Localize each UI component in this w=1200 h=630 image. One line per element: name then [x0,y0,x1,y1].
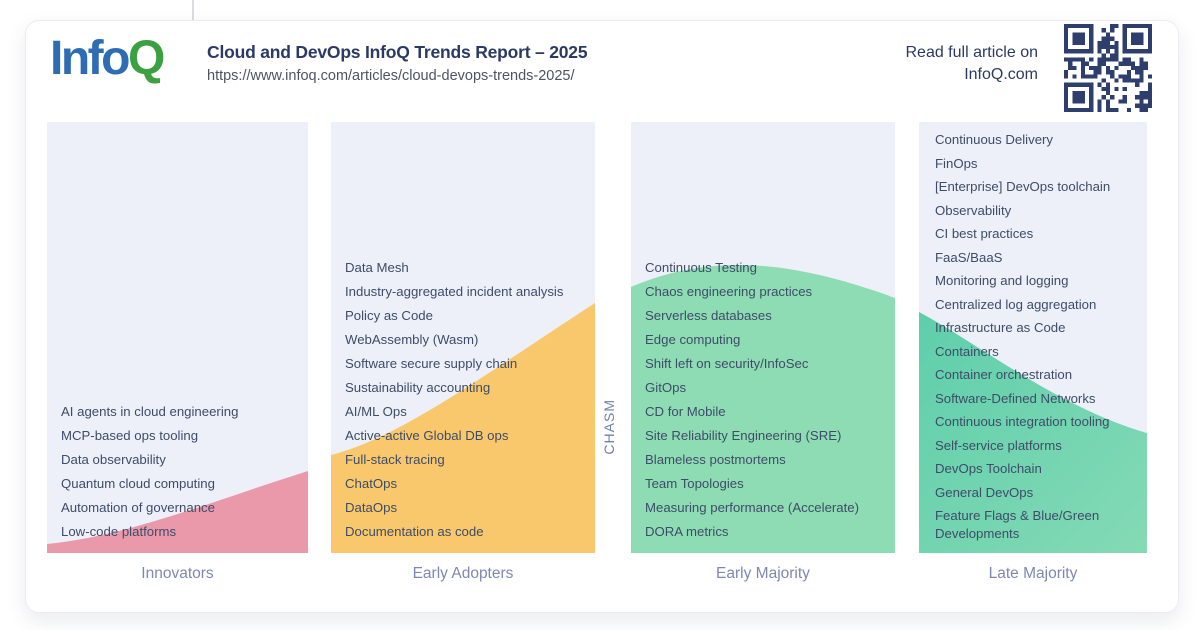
trend-item: Container orchestration [935,367,1073,382]
trend-list-late-majority: Continuous Delivery FinOps [Enterprise] De… [919,122,1147,553]
trend-item: Low-code platforms [61,524,177,539]
adoption-column-late-majority: Continuous Delivery FinOps [Enterprise] De… [919,122,1147,553]
infoq-logo-info: Info [50,32,130,85]
trend-item: Continuous integration tooling [935,414,1110,429]
adoption-column-early-majority: Continuous Testing Chaos engineering prac… [631,122,895,553]
trend-item: Quantum cloud computing [61,476,215,491]
trend-item: Industry-aggregated incident analysis [345,284,564,299]
trend-item: Blameless postmortems [645,452,786,467]
late-majority-wave [919,312,1147,553]
trend-item: DORA metrics [645,524,729,539]
trend-item: Containers [935,343,999,359]
trend-item: Software secure supply chain [345,356,518,371]
trend-item: FinOps [935,155,978,171]
column-label-innovators: Innovators [141,565,214,582]
trend-list-early-adopters: Data Mesh Industry-aggregated incident an… [331,122,595,553]
read-article-text: Read full article on InfoQ.com [905,42,1038,86]
trend-item: Full-stack tracing [345,452,445,467]
trend-item: [Enterprise] DevOps toolchain [935,179,1111,194]
column-label-late-majority: Late Majority [988,565,1078,582]
trend-item: Monitoring and logging [935,273,1069,288]
trend-item: Site Reliability Engineering (SRE) [645,428,842,443]
trend-item: FaaS/BaaS [935,249,1003,265]
report-url: https://www.infoq.com/articles/cloud-dev… [207,68,575,84]
trend-item: Feature Flags & Blue/Green Developments [935,508,1100,541]
trend-item: Documentation as code [345,524,484,539]
trend-item: WebAssembly (Wasm) [345,332,479,347]
trend-item: Measuring performance (Accelerate) [645,500,860,515]
trend-item: ChatOps [345,476,398,491]
trend-item: Serverless databases [645,308,772,323]
trend-item: CD for Mobile [645,404,726,419]
trend-item: Policy as Code [345,308,433,323]
read-article-line2: InfoQ.com [964,66,1038,83]
trend-item: MCP-based ops tooling [61,428,199,443]
trend-item: Sustainability accounting [345,380,491,395]
adoption-column-innovators: AI agents in cloud engineering MCP-based … [47,122,308,553]
trend-item: Observability [935,202,1012,218]
chasm-label: CHASM [601,399,617,455]
trend-item: GitOps [645,380,687,395]
trend-list-innovators: AI agents in cloud engineering MCP-based … [47,122,308,553]
column-label-early-majority: Early Majority [716,565,810,582]
trend-item: Automation of governance [61,500,215,515]
trend-list-early-majority: Continuous Testing Chaos engineering prac… [631,122,895,553]
trend-item: General DevOps [935,484,1034,500]
innovators-wave [47,471,308,553]
trend-item: Data Mesh [345,260,409,275]
trend-item: Chaos engineering practices [645,284,813,299]
trend-item: Software-Defined Networks [935,390,1096,406]
trend-item: DataOps [345,500,398,515]
column-label-early-adopters: Early Adopters [412,565,514,582]
trend-item: Data observability [61,452,166,467]
trend-item: Self-service platforms [935,437,1062,453]
trend-item: Shift left on security/InfoSec [645,356,809,371]
trend-item: Edge computing [645,332,741,347]
adoption-column-early-adopters: Data Mesh Industry-aggregated incident an… [331,122,595,553]
trend-item: Infrastructure as Code [935,320,1066,335]
trend-item: Centralized log aggregation [935,296,1097,312]
infoq-logo: InfoQ [50,30,165,88]
early-majority-wave [631,265,895,553]
trend-item: AI/ML Ops [345,404,407,419]
trend-item: Continuous Testing [645,260,757,275]
trend-item: AI agents in cloud engineering [61,404,239,419]
trend-item: Team Topologies [645,476,744,491]
infoq-logo-q: Q [127,32,165,85]
trend-item: DevOps Toolchain [935,461,1042,476]
qr-code [1064,24,1152,112]
trend-item: Continuous Delivery [935,132,1054,147]
trend-item: Active-active Global DB ops [345,428,509,443]
trend-item: CI best practices [935,226,1034,241]
report-title: Cloud and DevOps InfoQ Trends Report – 2… [207,42,588,62]
read-article-line1: Read full article on [905,44,1038,61]
early-adopters-wave [331,303,595,553]
